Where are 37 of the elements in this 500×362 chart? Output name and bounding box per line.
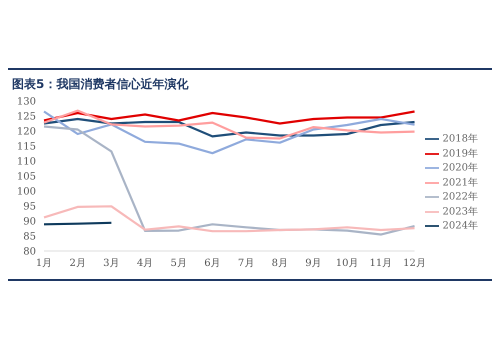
legend-label: 2022年: [442, 192, 478, 203]
line-series: [42, 110, 416, 140]
y-tick-label: 85: [23, 232, 36, 243]
y-tick-label: 120: [16, 126, 36, 138]
y-tick-label: 80: [23, 246, 36, 258]
x-tick-label: 2月: [70, 258, 86, 270]
line-series: [42, 110, 416, 154]
x-tick-label: 3月: [103, 258, 120, 270]
legend-label: 2018年: [442, 134, 478, 145]
legend-label: 2021年: [442, 177, 478, 188]
y-tick-label: 95: [23, 202, 36, 213]
x-tick-label: 1月: [36, 258, 52, 270]
line-series: [42, 205, 416, 232]
x-tick-label: 8月: [272, 258, 288, 270]
legend-label: 2020年: [442, 162, 478, 174]
legend-label: 2019年: [442, 148, 478, 160]
y-tick-label: 115: [16, 142, 36, 153]
x-tick-label: 10月: [336, 258, 359, 270]
x-tick-label: 5月: [170, 258, 187, 270]
x-tick-label: 7月: [238, 258, 254, 270]
y-tick-label: 90: [23, 216, 36, 228]
line-series: [42, 125, 416, 236]
y-tick-label: 105: [16, 172, 36, 183]
chart-title: 图表5：我国消费者信心近年演化: [8, 68, 492, 93]
x-tick-label: 11月: [369, 258, 392, 270]
y-tick-label: 110: [16, 156, 36, 168]
x-tick-label: 4月: [136, 258, 154, 270]
y-tick-label: 125: [16, 112, 36, 123]
line-series: [42, 110, 416, 125]
y-tick-label: 100: [16, 186, 36, 198]
line-series: [42, 118, 416, 138]
y-tick-label: 130: [16, 96, 36, 108]
legend-label: 2024年: [442, 221, 478, 232]
x-tick-label: 6月: [204, 258, 221, 270]
x-tick-label: 9月: [305, 258, 322, 270]
x-tick-label: 12月: [403, 258, 426, 270]
legend-label: 2023年: [442, 206, 478, 218]
